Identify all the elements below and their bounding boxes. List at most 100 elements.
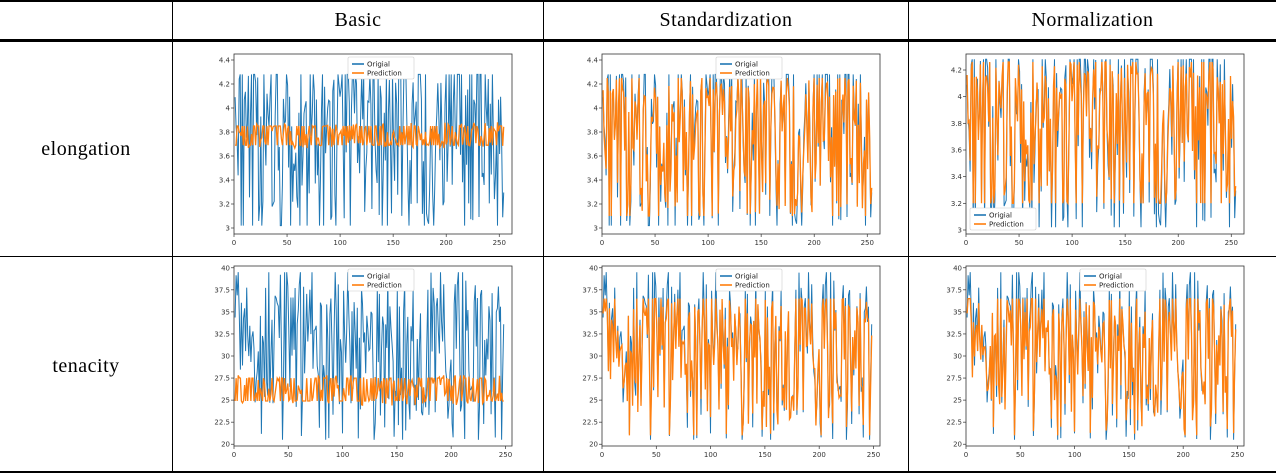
y-tick-label: 4.4 xyxy=(219,57,231,65)
x-tick-label: 250 xyxy=(493,239,506,247)
header-standardization: Standardization xyxy=(659,9,793,31)
x-tick-label: 50 xyxy=(284,451,293,459)
y-tick-label: 3 xyxy=(594,225,598,233)
x-tick-label: 50 xyxy=(652,451,661,459)
x-tick-label: 250 xyxy=(499,451,512,459)
legend-label: Prediction xyxy=(989,221,1024,229)
x-tick-label: 100 xyxy=(704,451,717,459)
x-tick-label: 0 xyxy=(600,451,604,459)
y-tick-label: 3.2 xyxy=(587,201,598,209)
y-tick-label: 4 xyxy=(958,93,963,101)
x-tick-label: 0 xyxy=(600,239,604,247)
line-chart-svg: 20 22.5 25 27.5 30 32.5 35 37.5 40 0 50 100 150 200 25… xyxy=(582,264,881,459)
x-tick-label: 50 xyxy=(1016,451,1025,459)
y-tick-label: 27.5 xyxy=(214,375,230,383)
y-tick-label: 27.5 xyxy=(946,375,962,383)
x-tick-label: 0 xyxy=(964,451,968,459)
chart-elongation-normalization: 3 3.2 3.4 3.6 3.8 4 4.2 0 50 100 150 200 250 Origial P… xyxy=(938,50,1250,250)
y-tick-label: 35 xyxy=(953,308,962,316)
table-top-rule xyxy=(0,0,1276,2)
y-tick-label: 30 xyxy=(589,353,598,361)
y-tick-label: 25 xyxy=(221,397,230,405)
x-tick-label: 200 xyxy=(440,239,453,247)
chart-tenacity-standardization: 20 22.5 25 27.5 30 32.5 35 37.5 40 0 50 100 150 200 25… xyxy=(574,262,886,462)
x-tick-label: 200 xyxy=(1172,239,1185,247)
x-tick-label: 250 xyxy=(867,451,880,459)
series-line-prediction xyxy=(966,61,1237,206)
y-tick-label: 30 xyxy=(221,353,230,361)
y-tick-label: 22.5 xyxy=(582,419,598,427)
y-tick-label: 4.2 xyxy=(587,81,598,89)
legend-box xyxy=(347,56,415,80)
legend-box xyxy=(969,207,1037,231)
y-tick-label: 37.5 xyxy=(946,286,962,294)
y-tick-label: 4.2 xyxy=(219,81,230,89)
x-tick-label: 100 xyxy=(336,451,349,459)
x-tick-label: 200 xyxy=(813,451,826,459)
y-tick-label: 4.2 xyxy=(951,67,962,75)
x-tick-label: 0 xyxy=(232,451,236,459)
x-tick-label: 200 xyxy=(1177,451,1190,459)
legend-box xyxy=(347,268,415,292)
y-tick-label: 3 xyxy=(226,225,230,233)
y-tick-label: 3.6 xyxy=(951,147,963,155)
series-line-prediction xyxy=(234,375,504,406)
legend-label: Origial xyxy=(989,212,1012,220)
x-tick-label: 0 xyxy=(232,239,236,247)
legend-label: Prediction xyxy=(1099,282,1134,290)
col-divider-3 xyxy=(908,0,909,473)
line-chart-svg: 20 22.5 25 27.5 30 32.5 35 37.5 40 0 50 100 150 200 25… xyxy=(214,264,513,459)
legend-label: Origial xyxy=(735,273,758,281)
y-tick-label: 4 xyxy=(226,105,231,113)
x-tick-label: 50 xyxy=(651,239,660,247)
legend-box xyxy=(715,268,783,292)
y-tick-label: 4 xyxy=(594,105,599,113)
x-tick-label: 100 xyxy=(1068,451,1081,459)
legend-label: Prediction xyxy=(367,70,402,78)
row-label-tenacity: tenacity xyxy=(52,355,120,377)
y-tick-label: 32.5 xyxy=(946,330,962,338)
y-tick-label: 32.5 xyxy=(214,330,230,338)
x-tick-label: 150 xyxy=(1122,451,1135,459)
y-tick-label: 40 xyxy=(953,264,962,272)
x-tick-label: 250 xyxy=(1225,239,1238,247)
y-tick-label: 3.4 xyxy=(951,173,963,181)
x-tick-label: 100 xyxy=(701,239,714,247)
y-tick-label: 3.8 xyxy=(951,120,962,128)
legend-label: Origial xyxy=(1099,273,1122,281)
y-tick-label: 27.5 xyxy=(582,375,598,383)
y-tick-label: 3.6 xyxy=(587,153,599,161)
y-tick-label: 3 xyxy=(958,227,962,235)
x-tick-label: 50 xyxy=(283,239,292,247)
header-normalization: Normalization xyxy=(1031,9,1154,31)
y-tick-label: 3.2 xyxy=(951,200,962,208)
x-tick-label: 150 xyxy=(758,451,771,459)
line-chart-svg: 3 3.2 3.4 3.6 3.8 4 4.2 0 50 100 150 200 250 OrigialP… xyxy=(951,53,1245,247)
y-tick-label: 22.5 xyxy=(946,419,962,427)
legend-label: Prediction xyxy=(735,282,770,290)
y-tick-label: 32.5 xyxy=(582,330,598,338)
row-label-elongation: elongation xyxy=(41,138,131,160)
chart-tenacity-normalization: 20 22.5 25 27.5 30 32.5 35 37.5 40 0 50 100 150 200 25… xyxy=(938,262,1250,462)
x-tick-label: 150 xyxy=(386,239,399,247)
y-tick-label: 3.8 xyxy=(219,129,230,137)
header-basic: Basic xyxy=(334,9,382,31)
legend-label: Prediction xyxy=(735,70,770,78)
chart-elongation-basic: 3 3.2 3.4 3.6 3.8 4 4.2 4.4 0 50 100 150 200 250 Origi… xyxy=(206,50,518,250)
y-tick-label: 20 xyxy=(953,441,962,449)
legend-box xyxy=(715,56,783,80)
legend-label: Origial xyxy=(735,61,758,69)
y-tick-label: 3.2 xyxy=(219,201,230,209)
y-tick-label: 37.5 xyxy=(582,286,598,294)
chart-tenacity-basic: 20 22.5 25 27.5 30 32.5 35 37.5 40 0 50 100 150 200 25… xyxy=(206,262,518,462)
y-tick-label: 40 xyxy=(221,264,230,272)
y-tick-label: 3.4 xyxy=(587,177,599,185)
header-rule xyxy=(0,39,1276,42)
y-tick-label: 3.6 xyxy=(219,153,231,161)
y-tick-label: 35 xyxy=(221,308,230,316)
y-tick-label: 20 xyxy=(589,441,598,449)
